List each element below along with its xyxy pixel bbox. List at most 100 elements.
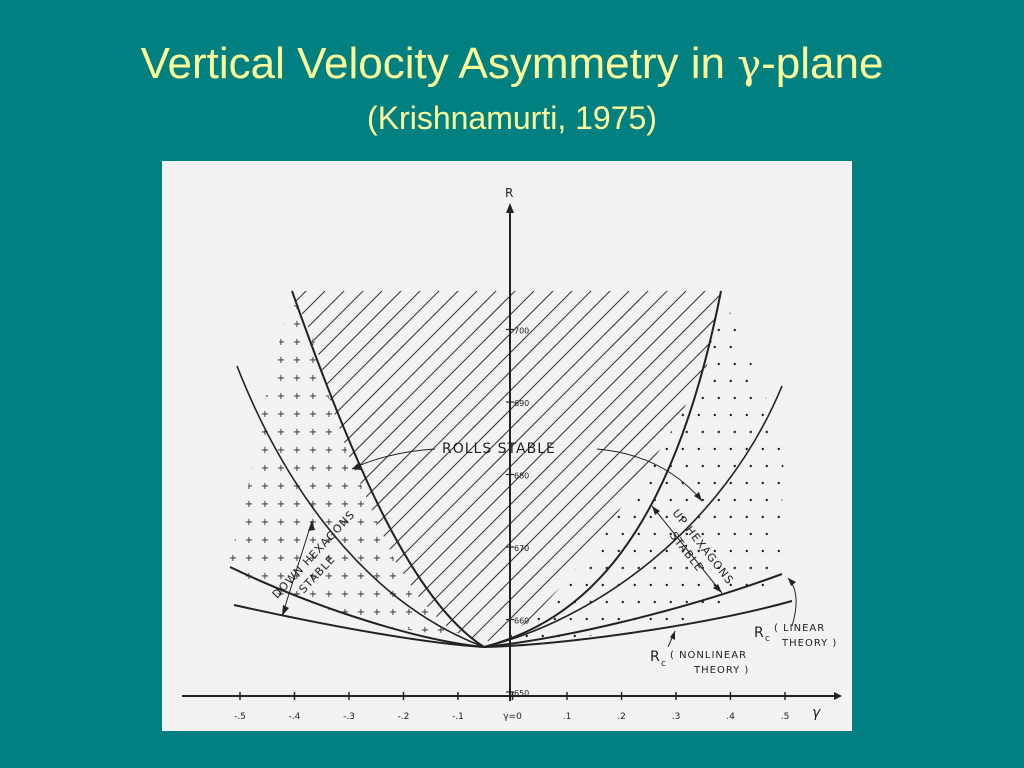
dot-marker xyxy=(553,379,556,383)
dot-marker xyxy=(745,617,748,621)
plus-marker: + xyxy=(373,391,381,402)
r-tick-label: 660 xyxy=(514,617,529,626)
dot-marker xyxy=(633,515,636,519)
dot-marker xyxy=(573,464,576,468)
dot-marker xyxy=(541,634,544,638)
dot-marker xyxy=(525,566,528,570)
dot-marker xyxy=(733,396,736,400)
plus-marker: + xyxy=(325,427,333,438)
r-axis-label: R xyxy=(505,186,513,200)
dot-marker xyxy=(685,600,688,604)
plus-marker: + xyxy=(405,607,413,618)
plus-marker: + xyxy=(421,499,429,510)
nonlinear-rc-subscript: c xyxy=(661,659,666,669)
dot-marker xyxy=(701,396,704,400)
dot-marker xyxy=(713,345,716,349)
dot-marker xyxy=(794,312,796,314)
plus-marker: + xyxy=(485,283,493,294)
dot-marker xyxy=(681,447,684,451)
hatch-line xyxy=(292,291,721,642)
plus-marker: + xyxy=(245,535,253,546)
plus-marker: + xyxy=(341,445,349,456)
dot-marker xyxy=(541,532,544,536)
dot-marker xyxy=(537,345,540,349)
dot-marker xyxy=(505,345,508,349)
dot-marker xyxy=(553,583,556,587)
plus-marker: + xyxy=(261,283,269,294)
plus-marker: + xyxy=(277,463,285,474)
hatch-line xyxy=(845,161,852,721)
plus-marker: + xyxy=(357,535,365,546)
dot-marker xyxy=(569,617,572,621)
dot-marker xyxy=(569,379,572,383)
plus-marker: + xyxy=(277,499,285,510)
dot-marker xyxy=(749,634,752,638)
plus-marker: + xyxy=(421,517,429,528)
plus-marker: + xyxy=(309,589,317,600)
dot-marker xyxy=(617,447,620,451)
hatch-line xyxy=(692,291,721,642)
dot-marker xyxy=(798,465,800,467)
plus-marker: + xyxy=(277,535,285,546)
dot-marker xyxy=(733,532,736,536)
hatch-line xyxy=(635,291,721,642)
plus-marker: + xyxy=(261,391,269,402)
plus-marker: + xyxy=(405,481,413,492)
plus-marker: + xyxy=(389,283,397,294)
dot-marker xyxy=(585,549,588,553)
dot-marker xyxy=(557,294,560,298)
dot-marker xyxy=(573,566,576,570)
plus-marker: + xyxy=(309,391,317,402)
r-tick-label: 700 xyxy=(514,327,529,336)
plus-marker: + xyxy=(437,463,445,474)
nonlinear-theory-arrow-icon xyxy=(670,631,675,640)
plus-marker: + xyxy=(229,571,237,582)
up-hexagons-arrow-down-icon xyxy=(713,584,722,593)
plus-marker: + xyxy=(421,625,429,636)
dot-marker xyxy=(765,328,768,332)
plus-marker: + xyxy=(229,553,237,564)
linear-theory-text-2: THEORY ) xyxy=(781,638,837,649)
dot-marker xyxy=(669,532,672,536)
dot-marker xyxy=(637,464,640,468)
plus-marker: + xyxy=(341,391,349,402)
dot-marker xyxy=(717,532,720,536)
plus-marker: + xyxy=(293,625,301,636)
plus-marker: + xyxy=(261,625,269,636)
dot-marker xyxy=(621,362,624,366)
plus-marker: + xyxy=(309,463,317,474)
plus-marker: + xyxy=(405,517,413,528)
plus-marker: + xyxy=(229,301,237,312)
dot-marker xyxy=(717,430,720,434)
gamma-tick-label: .2 xyxy=(617,712,626,722)
dot-marker xyxy=(585,617,588,621)
plus-marker: + xyxy=(293,391,301,402)
plus-marker: + xyxy=(245,463,253,474)
dot-marker xyxy=(765,498,768,502)
plus-marker: + xyxy=(389,607,397,618)
dot-marker xyxy=(585,345,588,349)
plus-marker: + xyxy=(325,463,333,474)
plus-marker: + xyxy=(213,391,221,402)
plus-marker: + xyxy=(261,337,269,348)
plus-marker: + xyxy=(293,553,301,564)
hatch-line xyxy=(292,291,665,642)
plus-marker: + xyxy=(261,517,269,528)
plus-marker: + xyxy=(485,553,493,564)
nonlinear-theory-text-1: ( NONLINEAR xyxy=(670,650,747,661)
hatch-line xyxy=(292,291,361,642)
plus-marker: + xyxy=(469,337,477,348)
plus-marker: + xyxy=(245,301,253,312)
dot-marker xyxy=(637,600,640,604)
plus-marker: + xyxy=(229,445,237,456)
dot-marker xyxy=(701,294,704,298)
dot-marker xyxy=(765,396,768,400)
dot-marker xyxy=(798,431,800,433)
dot-marker xyxy=(729,481,732,485)
plus-marker: + xyxy=(373,607,381,618)
plus-marker: + xyxy=(261,355,269,366)
plus-marker: + xyxy=(453,427,461,438)
dot-marker xyxy=(573,634,576,638)
dot-marker xyxy=(701,464,704,468)
gamma-tick-label: -.2 xyxy=(398,712,410,722)
